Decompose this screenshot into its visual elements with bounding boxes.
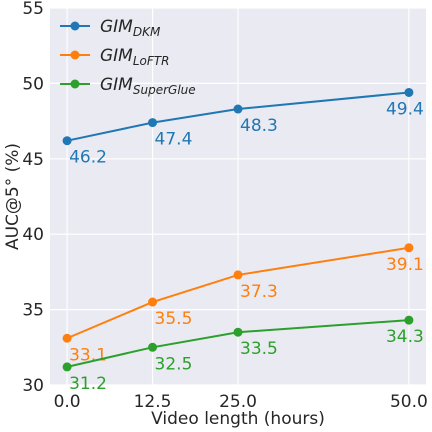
data-point <box>233 104 243 114</box>
y-tick-label: 55 <box>22 0 44 19</box>
legend-label: GIMLoFTR <box>100 46 169 68</box>
data-label: 31.2 <box>69 374 107 394</box>
y-axis-label: AUC@5° (%) <box>3 143 23 250</box>
y-tick-label: 40 <box>22 225 44 245</box>
legend-item: GIMSuperGlue <box>60 75 196 97</box>
x-tick-label: 0.0 <box>54 392 81 412</box>
series-line <box>66 91 410 142</box>
legend-marker <box>70 79 80 89</box>
series-dkm: 46.2 47.4 48.3 49.4 <box>62 87 424 168</box>
x-tick-label: 50.0 <box>390 392 428 412</box>
data-point <box>148 297 158 307</box>
legend-label: GIMSuperGlue <box>100 75 196 97</box>
data-label: 48.3 <box>240 116 278 136</box>
data-point <box>404 243 414 253</box>
data-label: 32.5 <box>155 354 193 374</box>
data-label: 39.1 <box>386 255 424 275</box>
data-label: 46.2 <box>69 148 107 168</box>
data-point <box>148 342 158 352</box>
legend-item: GIMLoFTR <box>60 46 169 68</box>
data-point <box>148 118 158 128</box>
y-tick-label: 35 <box>22 301 44 321</box>
data-label: 37.3 <box>240 282 278 302</box>
data-point <box>62 136 72 146</box>
y-tick-label: 50 <box>22 74 44 94</box>
series-line <box>66 246 410 340</box>
legend: GIMDKM GIMLoFTR GIMSuperGlue <box>60 17 196 97</box>
data-point <box>62 362 72 372</box>
data-label: 47.4 <box>155 130 193 150</box>
data-label: 49.4 <box>386 99 424 119</box>
data-point <box>233 327 243 337</box>
data-label: 35.5 <box>155 309 193 329</box>
series-loftr: 33.135.537.339.1 <box>62 243 424 365</box>
data-label: 33.5 <box>240 339 278 359</box>
legend-marker <box>70 21 80 31</box>
x-axis: 0.0 12.5 25.0 50.0 <box>54 392 428 412</box>
series-superglue: 31.2 32.5 33.5 34.3 <box>62 315 424 394</box>
x-tick-label: 12.5 <box>134 392 172 412</box>
y-axis: 30 35 40 45 50 55 <box>22 0 44 396</box>
x-axis-label: Video length (hours) <box>151 409 325 429</box>
x-tick-label: 25.0 <box>219 392 257 412</box>
series-line <box>66 319 409 368</box>
data-label: 34.3 <box>386 327 424 347</box>
legend-item: GIMDKM <box>60 17 161 39</box>
y-tick-label: 45 <box>22 150 44 170</box>
data-point <box>404 315 414 325</box>
y-tick-label: 30 <box>22 376 44 396</box>
legend-marker <box>70 50 80 60</box>
data-point <box>62 333 72 343</box>
legend-label: GIMDKM <box>100 17 161 39</box>
series-layer: 46.247.448.349.433.135.537.339.131.232.5… <box>62 87 424 394</box>
data-point <box>233 270 243 280</box>
data-point <box>404 87 414 97</box>
